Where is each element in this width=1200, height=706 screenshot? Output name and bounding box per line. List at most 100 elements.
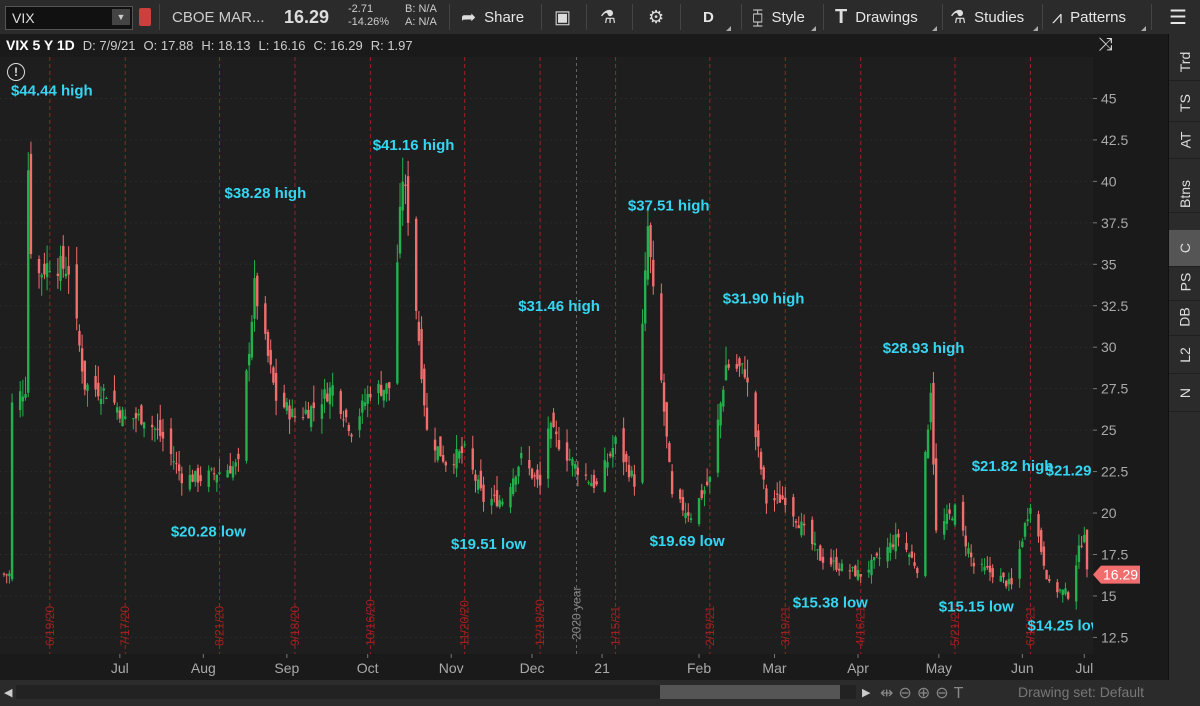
candle-body xyxy=(323,389,326,399)
side-tab-db[interactable]: DB xyxy=(1169,299,1200,336)
expiration-label: 11/20/20 xyxy=(458,600,472,646)
share-button[interactable]: ➦ Share xyxy=(461,0,524,34)
candle-body xyxy=(533,475,536,477)
candle-body xyxy=(867,569,870,573)
zoom-out-icon[interactable]: ⊖ xyxy=(935,685,954,702)
candle-body xyxy=(851,567,854,569)
time-axis-svg: Jul Aug Sep Oct Nov Dec 21 Feb Mar Apr May Jun Jul xyxy=(111,654,1093,676)
candle-body xyxy=(916,568,919,574)
y-tick-label: 20 xyxy=(1101,505,1117,521)
candle-body xyxy=(1010,578,1013,585)
candle-body xyxy=(1085,529,1089,570)
period-button[interactable]: D xyxy=(703,0,733,34)
candle-body xyxy=(972,562,976,567)
candle-body xyxy=(56,273,60,276)
reset-zoom-icon[interactable]: ⊖ xyxy=(898,685,917,702)
x-tick-label: Sep xyxy=(274,660,299,676)
candle-body xyxy=(272,367,275,383)
candle-body xyxy=(495,490,499,507)
candle-body xyxy=(759,451,763,470)
candle-body xyxy=(102,388,105,391)
zoom-in-icon[interactable]: ⊕ xyxy=(916,685,936,702)
scrollbar-track[interactable] xyxy=(16,685,856,699)
candle-body xyxy=(778,494,782,503)
time-axis[interactable]: Jul Aug Sep Oct Nov Dec 21 Feb Mar Apr May Jun Jul xyxy=(0,654,1093,680)
candle-body xyxy=(482,484,485,502)
candle-body xyxy=(649,225,652,258)
side-tab-l2[interactable]: L2 xyxy=(1169,337,1200,374)
candle-body xyxy=(312,402,316,409)
side-tab-ts[interactable]: TS xyxy=(1169,85,1200,122)
studies-button[interactable]: ⚗ Studies xyxy=(950,0,1040,34)
price-axis[interactable]: 12.5 15 17.5 20 22.5 25 27.5 30 32.5 35 37.5 40 42.5… xyxy=(1093,57,1168,654)
candle-body xyxy=(719,403,722,426)
candle-body xyxy=(722,389,725,407)
candle-body xyxy=(509,487,512,508)
price-annotation: $38.28 high xyxy=(225,185,307,202)
candle-body xyxy=(687,512,690,516)
candle-body xyxy=(285,402,289,411)
scroll-right-arrow-icon[interactable]: ▶ xyxy=(862,687,871,699)
y-tick-label: 32.5 xyxy=(1101,298,1128,314)
camera-icon: ▣ xyxy=(554,6,572,27)
last-price-label: 16.29 xyxy=(1103,567,1138,583)
symbol-selector[interactable]: VIX ▼ xyxy=(5,6,133,30)
candle-body xyxy=(573,464,577,469)
candle-body xyxy=(207,470,210,487)
side-tab-btns[interactable]: Btns xyxy=(1169,176,1200,213)
crosshair-toggle-icon[interactable]: ⤨ xyxy=(1098,34,1113,54)
candle-body xyxy=(150,424,154,428)
snapshot-button[interactable]: ▣ xyxy=(554,0,579,34)
candle-body xyxy=(821,556,825,563)
candle-body xyxy=(889,542,892,553)
side-tab-n[interactable]: N xyxy=(1169,375,1200,412)
alert-icon[interactable]: ! xyxy=(7,63,25,81)
candle-body xyxy=(948,509,951,514)
candle-body xyxy=(274,372,278,401)
expiration-label: 7/17/20 xyxy=(118,606,132,646)
dropdown-corner-icon xyxy=(932,26,937,31)
candle-body xyxy=(1066,592,1070,599)
style-button[interactable]: ⧮ Style xyxy=(752,0,818,34)
price-annotation: $31.46 high xyxy=(518,298,600,315)
scroll-left-arrow-icon[interactable]: ◀ xyxy=(4,687,13,699)
candle-body xyxy=(196,468,200,483)
side-tab-ps[interactable]: PS xyxy=(1169,264,1200,301)
candle-body xyxy=(328,387,332,405)
scrollbar-thumb[interactable] xyxy=(660,685,840,699)
y-tick-label: 22.5 xyxy=(1101,464,1128,480)
candle-body xyxy=(528,459,531,469)
side-tab-trd[interactable]: Trd xyxy=(1169,44,1200,81)
menu-button[interactable]: ☰ xyxy=(1160,0,1196,34)
candle-body xyxy=(199,475,202,482)
settings-button[interactable]: ⚙ xyxy=(648,0,672,34)
candle-body xyxy=(565,442,569,461)
candle-body xyxy=(530,468,534,479)
flask-button[interactable]: ⚗ xyxy=(600,0,624,34)
candle-body xyxy=(837,568,841,571)
candle-body xyxy=(961,501,965,531)
text-icon[interactable]: T xyxy=(953,685,969,702)
candle-body xyxy=(237,453,240,460)
drawings-button[interactable]: T Drawings xyxy=(835,0,939,34)
y-tick-label: 42.5 xyxy=(1101,132,1128,148)
candle-body xyxy=(67,266,70,275)
chevron-down-icon[interactable]: ▼ xyxy=(112,9,130,25)
side-tab-c[interactable]: C xyxy=(1169,230,1200,267)
drawing-set-label[interactable]: Drawing set: Default xyxy=(1018,684,1145,700)
candle-body xyxy=(870,559,873,576)
side-tab-at[interactable]: AT xyxy=(1169,122,1200,159)
candle-body xyxy=(681,497,685,511)
candle-body xyxy=(132,418,135,420)
candle-body xyxy=(520,453,523,459)
patterns-button[interactable]: ⩘ Patterns xyxy=(1052,0,1148,34)
expand-icon[interactable]: ⇹ xyxy=(880,685,899,702)
candle-body xyxy=(156,428,159,430)
candle-body xyxy=(2,573,6,575)
chart-plot-area[interactable]: 6/19/20 7/17/20 8/21/20 9/18/20 10/16/20 11/2… xyxy=(0,57,1103,654)
link-color-icon[interactable] xyxy=(139,8,151,26)
candle-body xyxy=(463,444,466,446)
candle-body xyxy=(511,478,515,495)
candle-body xyxy=(121,409,124,427)
hamburger-icon: ☰ xyxy=(1169,6,1187,29)
